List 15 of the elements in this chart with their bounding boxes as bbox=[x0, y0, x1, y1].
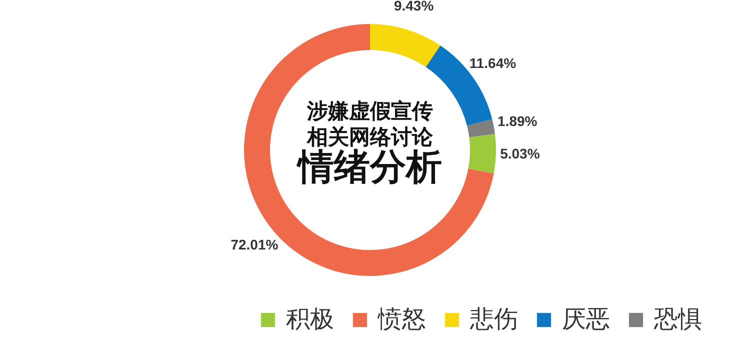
data-label: 72.01% bbox=[230, 236, 279, 253]
legend-label: 厌恶 bbox=[562, 306, 610, 333]
legend-label: 积极 bbox=[286, 306, 334, 333]
data-label: 11.64% bbox=[469, 54, 517, 71]
legend-label: 恐惧 bbox=[653, 306, 702, 333]
data-label: 9.43% bbox=[394, 0, 434, 14]
donut-slice bbox=[468, 134, 496, 174]
legend-label: 愤怒 bbox=[377, 306, 426, 333]
text: 涉嫌虚假宣传相关网络讨论 bbox=[306, 99, 434, 149]
legend-label: 悲伤 bbox=[469, 306, 518, 333]
donut-slice bbox=[466, 119, 495, 138]
donut-slice bbox=[370, 24, 440, 68]
data-label: 5.03% bbox=[500, 145, 540, 162]
data-label: 1.89% bbox=[498, 113, 538, 130]
text: 情绪分析 bbox=[296, 146, 442, 187]
